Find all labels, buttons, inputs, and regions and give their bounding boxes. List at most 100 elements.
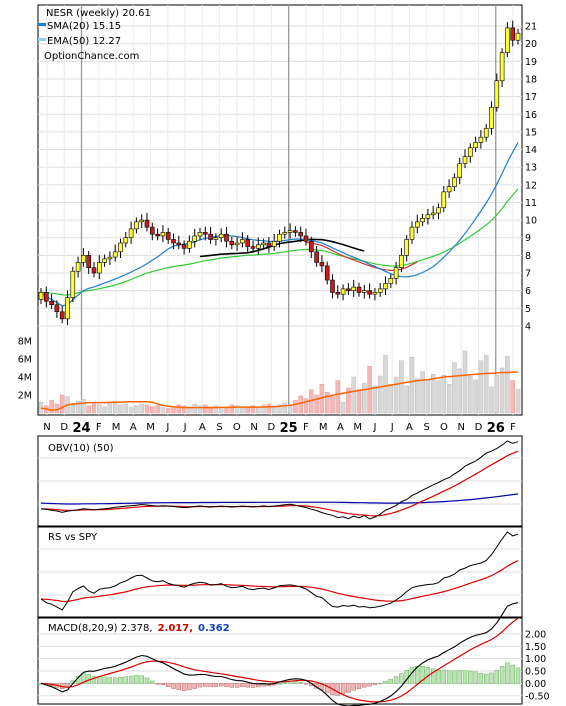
volume-bar [102, 406, 107, 414]
volume-bar [218, 407, 224, 414]
candle-up [494, 80, 500, 108]
volume-bar [213, 405, 219, 414]
macd-histogram-bar [340, 683, 346, 695]
volume-bar [441, 374, 447, 414]
candle-up [499, 52, 505, 82]
macd-histogram-bar [171, 683, 176, 689]
price-tick-label: 20 [525, 39, 537, 50]
price-tick-label: 6 [525, 286, 531, 297]
macd-value-signal: 2.017, [158, 623, 193, 634]
obv-line [40, 440, 519, 520]
macd-histogram-bar [325, 683, 330, 693]
candle-up [436, 207, 441, 214]
x-month-label: F [303, 422, 309, 433]
candle-up [128, 228, 134, 239]
candle-up [261, 242, 266, 246]
macd-histogram-bar [102, 676, 107, 684]
macd-histogram-bar [346, 683, 351, 693]
price-tick-label: 4 [525, 321, 531, 332]
candle-up [118, 242, 123, 253]
rs-gridlines [38, 548, 522, 596]
candle-down [171, 239, 176, 244]
candle-down [43, 292, 49, 302]
volume-bar [314, 394, 319, 414]
volume-bar [75, 401, 81, 414]
candle-up [420, 218, 425, 223]
volume-bar [425, 379, 431, 414]
candle-up [393, 267, 399, 279]
macd-histogram-bar [144, 677, 150, 684]
x-month-label: J [165, 422, 169, 433]
macd-histogram-bar [107, 677, 113, 684]
volume-bar [303, 398, 309, 414]
x-month-label: N [250, 422, 257, 433]
macd-histogram-bar [224, 683, 229, 687]
macd-histogram-bar [420, 666, 425, 684]
candle-up [234, 242, 240, 246]
candle-down [346, 288, 351, 291]
obv-signal-line [40, 450, 519, 517]
macd-value-hist: 0.362 [198, 623, 230, 634]
obv-label: OBV(10) (50) [48, 443, 114, 454]
candle-up [255, 244, 261, 249]
volume-bar [399, 360, 404, 414]
candle-down [150, 226, 155, 235]
obv-slow-line [40, 493, 519, 505]
volume-tick-label: 8M [18, 337, 32, 348]
candle-up [112, 251, 118, 258]
macd-label-main: MACD(8,20,9) 2.378, [48, 623, 153, 634]
candle-up [38, 292, 44, 300]
volume-bar [59, 394, 65, 414]
macd-histogram-bar [97, 676, 102, 684]
macd-histogram-bar [240, 683, 245, 687]
volume-bar [97, 404, 102, 414]
candle-down [303, 235, 309, 242]
volume-tick-label: 2M [18, 391, 32, 402]
macd-histogram-bar [462, 670, 468, 684]
candle-up [473, 142, 478, 149]
candle-down [314, 251, 319, 263]
candle-down [91, 267, 97, 274]
legend-ema50: EMA(50) 12.27 [47, 36, 121, 47]
volume-bar [49, 400, 54, 414]
volume-bar [293, 400, 298, 414]
volume-bar [197, 405, 203, 414]
volume-bar [203, 404, 208, 414]
volume-bar [388, 383, 394, 414]
candle-up [123, 237, 129, 244]
candle-up [75, 262, 81, 272]
macd-histogram-bar [362, 683, 367, 688]
candle-up [425, 214, 431, 219]
x-month-label: M [319, 422, 328, 433]
volume-bar [499, 367, 505, 414]
candle-down [224, 233, 229, 242]
candle-up [271, 240, 277, 247]
candle-up [409, 226, 415, 240]
candle-up [399, 255, 404, 268]
price-candles [38, 20, 521, 326]
candle-down [319, 262, 325, 267]
x-month-label: F [96, 422, 102, 433]
volume-bar [160, 407, 166, 414]
price-axis-ticks: 4 5 6 7 8 9 10 11 12 13 14 15 16 17 18 19 20 21 [525, 22, 537, 333]
x-month-label: S [216, 422, 222, 433]
candle-up [160, 232, 166, 237]
macd-tick-label: 2.00 [525, 629, 546, 640]
macd-histogram-bar [65, 683, 70, 687]
candle-up [107, 256, 113, 260]
macd-histogram-bar [409, 667, 415, 684]
candle-down [330, 279, 335, 293]
volume-bar [250, 405, 256, 414]
x-month-label: J [372, 422, 376, 433]
x-month-label: M [146, 422, 155, 433]
price-tick-label: 21 [525, 22, 537, 33]
legend-sma20: SMA(20) 15.15 [47, 21, 121, 32]
candle-down [49, 300, 54, 306]
volume-bar [478, 360, 484, 414]
candle-up [372, 292, 378, 295]
macd-axis-ticks: 2.00 1.501.00 0.500.00-0.50 [525, 629, 550, 702]
volume-bar [452, 362, 457, 414]
volume-tick-label: 6M [18, 355, 32, 366]
candle-up [197, 232, 203, 237]
volume-bar [287, 405, 293, 414]
